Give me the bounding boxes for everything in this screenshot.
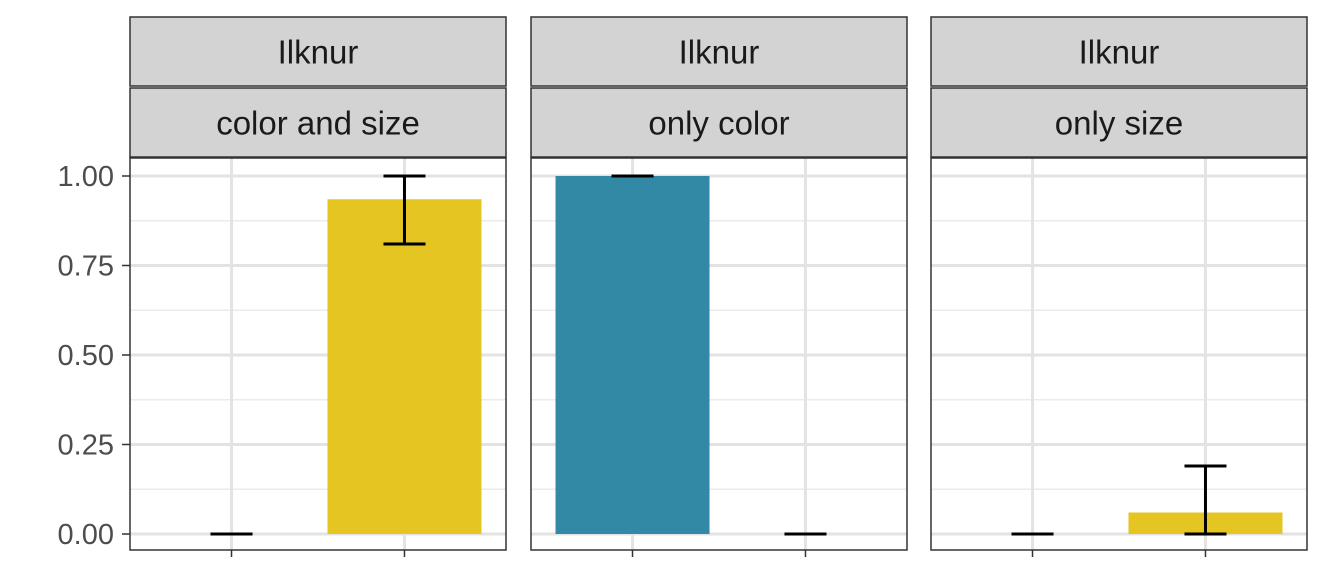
strip-bottom-background (930, 87, 1308, 158)
panel: Ilknur color and size (129, 16, 507, 557)
panel-border (129, 157, 507, 551)
strip-top-background (530, 16, 908, 87)
bar (555, 176, 710, 534)
bar (327, 199, 482, 534)
y-tick-label: 1.00 (58, 161, 114, 193)
panel: Ilknur only size (930, 16, 1308, 557)
y-tick-label: 0.25 (58, 430, 114, 462)
strip-top-label: Ilknur (1079, 34, 1160, 71)
strip-bottom-background (129, 87, 507, 158)
strip-top-label: Ilknur (278, 34, 359, 71)
strip-top-background (129, 16, 507, 87)
strip-bottom-label: only size (1055, 105, 1183, 142)
panel-border (930, 157, 1308, 551)
y-axis: 0.00 0.25 0.50 0.75 1.00 (58, 161, 130, 551)
strip-top-label: Ilknur (679, 34, 760, 71)
y-tick-label: 0.00 (58, 519, 114, 551)
panel-border (530, 157, 908, 551)
strip-bottom-background (530, 87, 908, 158)
panel: Ilknur only color (530, 16, 908, 557)
strip-bottom-label: color and size (216, 105, 420, 142)
y-tick-label: 0.50 (58, 340, 114, 372)
y-tick-label: 0.75 (58, 251, 114, 283)
strip-top-background (930, 16, 1308, 87)
strip-bottom-label: only color (648, 105, 789, 142)
